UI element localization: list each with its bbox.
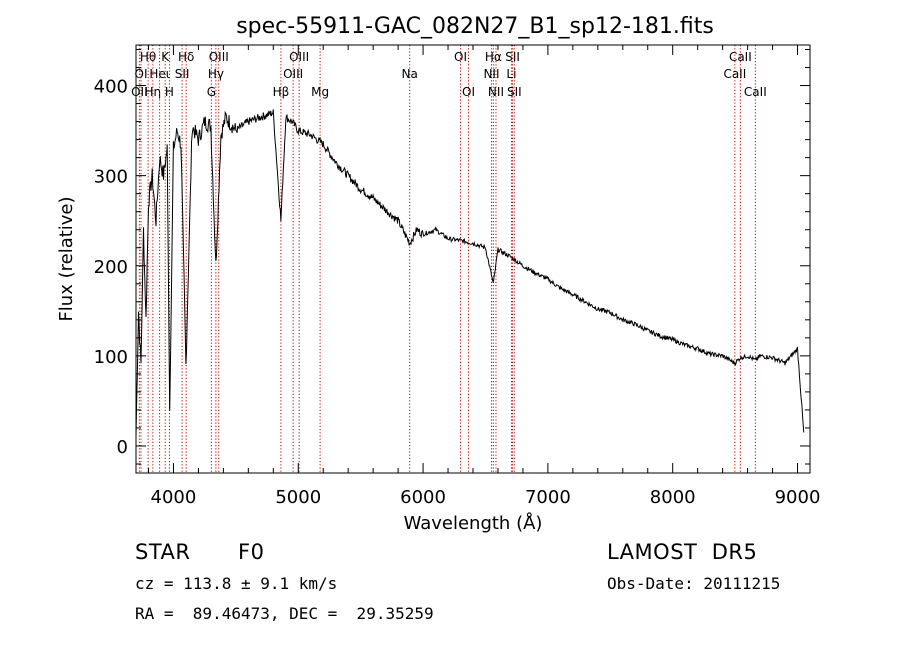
survey-label: LAMOST DR5	[607, 540, 758, 564]
spectral-line-label: OI	[135, 67, 148, 81]
object-subclass: F0	[238, 540, 265, 564]
x-tick-label: 6000	[400, 487, 446, 508]
spectral-line-label: Li	[506, 67, 516, 81]
spectral-line-label: Hη	[145, 85, 162, 99]
y-tick-label: 300	[94, 167, 128, 188]
chart-title: spec-55911-GAC_082N27_B1_sp12-181.fits	[236, 14, 714, 39]
object-class: STAR	[135, 540, 191, 564]
x-tick-label: 5000	[275, 487, 321, 508]
x-tick-label: 7000	[525, 487, 571, 508]
spectral-line-label: Hα	[485, 50, 502, 64]
x-tick-label: 4000	[151, 487, 197, 508]
x-tick-label: 8000	[650, 487, 696, 508]
spectral-line-label: OI	[462, 85, 475, 99]
spectrum-line	[135, 109, 805, 438]
redshift-velocity: cz = 113.8 ± 9.1 km/s	[135, 574, 338, 593]
spectral-line-label: OIII	[289, 50, 309, 64]
y-axis-label: Flux (relative)	[56, 196, 77, 321]
y-tick-label: 100	[94, 347, 128, 368]
x-tick-label: 9000	[775, 487, 821, 508]
spectral-line-label: OII	[131, 85, 148, 99]
spectral-line-label: K	[161, 50, 170, 64]
spectral-line-label: Mg	[311, 85, 329, 99]
spectral-line-label: CaII	[744, 85, 767, 99]
spectral-line-label: OI	[454, 50, 467, 64]
spectral-line-label: NII	[488, 85, 504, 99]
y-tick-label: 200	[94, 257, 128, 278]
spectral-line-label: CaII	[729, 50, 752, 64]
x-axis-label: Wavelength (Å)	[404, 512, 543, 534]
spectral-line-label: Hγ	[208, 67, 224, 81]
spectral-line-label: SII	[175, 67, 190, 81]
spectral-line-label: SII	[507, 85, 522, 99]
spectral-line-label: H	[165, 85, 174, 99]
spectral-line-label: Hδ	[178, 50, 194, 64]
y-tick-label: 400	[94, 77, 128, 98]
spectral-line-label: OIII	[209, 50, 229, 64]
spectral-line-label: Hθ	[140, 50, 156, 64]
spectral-line-label: Na	[402, 67, 418, 81]
spectral-line-label: CaII	[723, 67, 746, 81]
y-tick-label: 0	[117, 437, 128, 458]
spectral-line-label: OIII	[283, 67, 303, 81]
coordinates: RA = 89.46473, DEC = 29.35259	[135, 604, 434, 623]
observation-date: Obs-Date: 20111215	[607, 574, 781, 593]
spectral-line-label: SII	[505, 50, 520, 64]
spectral-line-label: Heι	[149, 67, 169, 81]
spectral-line-label: NII	[483, 67, 499, 81]
plot-frame	[135, 44, 811, 474]
spectral-line-label: Hβ	[273, 85, 290, 99]
spectral-line-label: G	[207, 85, 216, 99]
